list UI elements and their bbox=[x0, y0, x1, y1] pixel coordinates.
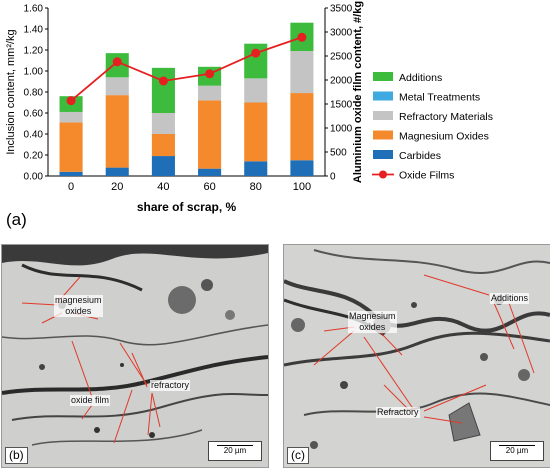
x-tick-label: 20 bbox=[111, 181, 123, 193]
y2-tick-label: 2000 bbox=[330, 76, 353, 87]
label-additions-c: Additions bbox=[490, 293, 530, 304]
bar-segment-carbides bbox=[105, 167, 129, 176]
bar-segment-refractory-materials bbox=[59, 111, 83, 123]
bar-segment-carbides bbox=[290, 160, 314, 176]
x-tick-label: 60 bbox=[203, 181, 215, 193]
label-magnesium-oxides-b: magnesium oxides bbox=[54, 295, 103, 317]
bar-segment-refractory-materials bbox=[198, 85, 222, 101]
bar-segment-additions bbox=[244, 43, 268, 79]
y2-tick-label: 2500 bbox=[330, 52, 353, 63]
legend-label: Refractory Materials bbox=[399, 111, 493, 123]
y2-tick-label: 0 bbox=[330, 172, 336, 183]
bar-segment-carbides bbox=[59, 171, 83, 176]
legend-swatch-refractory-materials bbox=[373, 111, 393, 120]
legend-swatch-metal-treatments bbox=[373, 91, 393, 101]
y2-tick-label: 1500 bbox=[330, 100, 353, 111]
bar-segment-magnesium-oxides bbox=[59, 122, 83, 172]
scale-bar-c: 20 µm bbox=[490, 441, 544, 461]
y2-tick-label: 1000 bbox=[330, 124, 353, 135]
bar-segment-carbides bbox=[198, 168, 222, 176]
y-tick-label: 0.60 bbox=[24, 109, 44, 120]
oxide-films-point bbox=[251, 48, 261, 58]
scale-bar-b: 20 µm bbox=[208, 441, 262, 461]
panel-label-b: (b) bbox=[5, 447, 28, 464]
x-tick-label: 80 bbox=[250, 181, 262, 193]
oxide-films-point bbox=[158, 76, 168, 86]
y-tick-label: 1.20 bbox=[24, 46, 44, 57]
legend-swatch-magnesium-oxides bbox=[373, 130, 393, 140]
legend-label: Metal Treatments bbox=[399, 92, 480, 104]
x-tick-label: 40 bbox=[157, 181, 169, 193]
legend-marker-oxide-films bbox=[379, 170, 387, 179]
oxide-films-point bbox=[205, 69, 215, 79]
x-tick-label: 0 bbox=[68, 181, 74, 193]
label-oxide-film-b: oxide film bbox=[70, 395, 111, 406]
panel-label-a: (a) bbox=[6, 210, 27, 229]
oxide-films-line bbox=[70, 36, 303, 102]
y-tick-label: 0.80 bbox=[24, 88, 44, 99]
micrograph-c-image bbox=[284, 245, 550, 467]
bar-segment-refractory-materials bbox=[105, 77, 129, 96]
y-tick-label: 1.00 bbox=[24, 67, 44, 78]
y2-tick-label: 500 bbox=[330, 148, 347, 159]
y-tick-label: 0.00 bbox=[24, 172, 44, 183]
legend-label: Oxide Films bbox=[399, 170, 454, 182]
y2-tick-label: 3500 bbox=[330, 4, 353, 15]
panel-label-c: (c) bbox=[287, 447, 309, 464]
label-refractory-b: refractory bbox=[150, 380, 191, 391]
legend-swatch-carbides bbox=[373, 150, 393, 159]
label-magnesium-oxides-c: Magnesium oxides bbox=[348, 311, 397, 333]
bar-segment-magnesium-oxides bbox=[151, 134, 175, 157]
y-axis-label: Inclusion content, mm²/kg bbox=[5, 29, 17, 154]
y2-tick-label: 3000 bbox=[330, 28, 353, 39]
bar-segment-carbides bbox=[244, 161, 268, 176]
bar-segment-additions bbox=[151, 67, 175, 113]
legend-label: Magnesium Oxides bbox=[399, 131, 489, 143]
legend-swatch-additions bbox=[373, 72, 393, 81]
y-tick-label: 0.40 bbox=[24, 130, 44, 141]
y-tick-label: 0.20 bbox=[24, 151, 44, 162]
bar-segment-refractory-materials bbox=[244, 78, 268, 103]
y-tick-label: 1.40 bbox=[24, 25, 44, 36]
micrograph-b: magnesium oxides refractory oxide film (… bbox=[1, 244, 269, 468]
bar-segment-carbides bbox=[151, 156, 175, 176]
bar-segment-magnesium-oxides bbox=[244, 102, 268, 162]
bar-segment-magnesium-oxides bbox=[290, 93, 314, 161]
label-refractory-c: Refractory bbox=[376, 407, 420, 418]
micrograph-c: Additions Magnesium oxides Refractory (c… bbox=[283, 244, 550, 468]
y-tick-label: 1.60 bbox=[24, 4, 44, 15]
bar-segment-magnesium-oxides bbox=[198, 100, 222, 169]
oxide-films-point bbox=[66, 96, 76, 106]
x-axis-label: share of scrap, % bbox=[137, 200, 237, 214]
x-tick-label: 100 bbox=[293, 181, 311, 193]
stacked-bar-chart: 0.00 0.20 0.40 0.60 0.80 1.00 1.20 1.40 1.60 0 500… bbox=[5, 1, 493, 214]
bar-segment-magnesium-oxides bbox=[105, 95, 129, 168]
oxide-films-point bbox=[112, 57, 122, 67]
bar-segment-refractory-materials bbox=[290, 51, 314, 94]
y2-axis-label: Aluminium oxide film content, #/kg bbox=[352, 1, 364, 183]
micrograph-b-image bbox=[2, 245, 268, 467]
legend-label: Additions bbox=[399, 72, 442, 84]
oxide-films-point bbox=[297, 32, 307, 42]
legend-label: Carbides bbox=[399, 150, 441, 162]
bar-segment-refractory-materials bbox=[151, 113, 175, 134]
